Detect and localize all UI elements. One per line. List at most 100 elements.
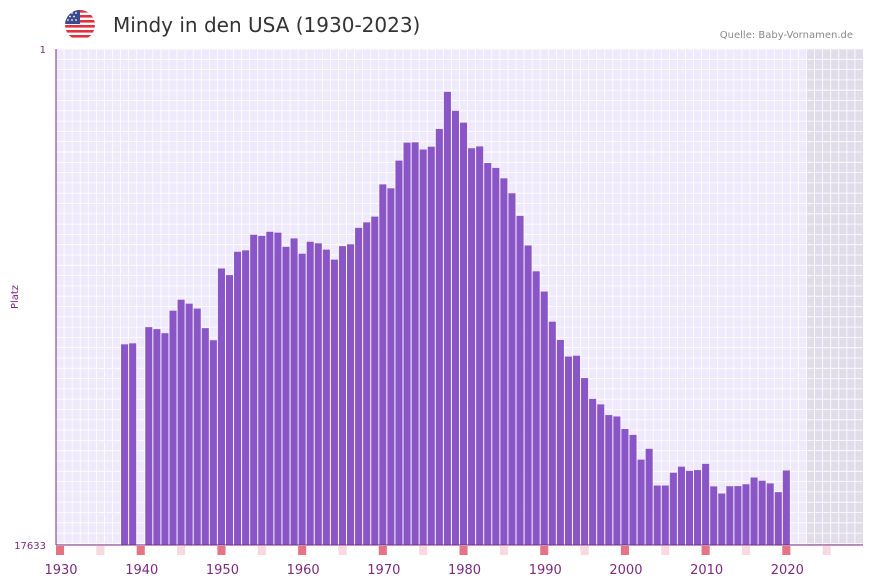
bar-2010 bbox=[702, 463, 710, 545]
bar-2017 bbox=[758, 480, 766, 545]
bar-1942 bbox=[153, 329, 161, 545]
bar-1939 bbox=[129, 343, 137, 545]
bar-1957 bbox=[274, 232, 282, 545]
bar-1958 bbox=[282, 246, 290, 545]
bar-1954 bbox=[250, 234, 258, 545]
bar-2003 bbox=[645, 448, 653, 545]
bar-1971 bbox=[387, 188, 395, 545]
bar-1974 bbox=[411, 142, 419, 545]
x-tick-label-1980: 1980 bbox=[448, 563, 481, 578]
marker-1930 bbox=[56, 546, 65, 555]
bar-1976 bbox=[427, 146, 435, 545]
bar-1992 bbox=[556, 339, 564, 545]
bar-1982 bbox=[476, 146, 484, 546]
bar-1972 bbox=[395, 160, 403, 545]
bar-1995 bbox=[581, 378, 589, 545]
bar-1946 bbox=[185, 303, 193, 545]
us-flag-icon bbox=[65, 10, 95, 40]
bar-2009 bbox=[694, 470, 702, 545]
bar-1984 bbox=[492, 167, 500, 546]
bar-1997 bbox=[597, 404, 605, 545]
x-tick-labels: 1930 1940 1950 1960 1970 1980 1990 2000 2010 2020 bbox=[44, 563, 803, 578]
bar-1947 bbox=[193, 308, 201, 545]
bar-1973 bbox=[403, 142, 411, 545]
bar-1978 bbox=[443, 91, 451, 545]
x-tick-label-2020: 2020 bbox=[771, 563, 804, 578]
marker-1995 bbox=[580, 546, 589, 555]
bar-1985 bbox=[500, 178, 508, 545]
marker-1980 bbox=[459, 546, 468, 555]
bar-1996 bbox=[589, 398, 597, 545]
bar-1953 bbox=[242, 250, 250, 545]
bar-1963 bbox=[322, 249, 330, 546]
bar-2014 bbox=[734, 486, 742, 545]
bar-2001 bbox=[629, 434, 637, 545]
bar-1987 bbox=[516, 215, 524, 545]
marker-2015 bbox=[741, 546, 751, 555]
bar-2004 bbox=[653, 485, 661, 545]
bar-1955 bbox=[258, 235, 266, 545]
marker-1970 bbox=[378, 546, 387, 555]
marker-1940 bbox=[136, 546, 145, 555]
bar-1986 bbox=[508, 193, 516, 545]
bar-1975 bbox=[419, 149, 427, 545]
marker-1960 bbox=[298, 546, 307, 555]
x-tick-label-1970: 1970 bbox=[367, 563, 400, 578]
bar-2005 bbox=[661, 485, 669, 545]
grid-lines bbox=[55, 48, 863, 545]
bar-1949 bbox=[209, 340, 217, 545]
bar-2012 bbox=[718, 493, 726, 545]
bar-1956 bbox=[266, 231, 274, 546]
bar-2020 bbox=[782, 470, 790, 545]
bar-1968 bbox=[363, 222, 371, 545]
y-axis-label: Platz bbox=[10, 285, 21, 309]
bar-1991 bbox=[548, 321, 556, 545]
bar-1999 bbox=[613, 416, 621, 545]
x-tick-label-1930: 1930 bbox=[44, 563, 77, 578]
bar-1977 bbox=[435, 128, 443, 545]
bar-1965 bbox=[338, 246, 347, 545]
bar-1961 bbox=[306, 241, 314, 546]
bar-1966 bbox=[347, 244, 355, 545]
marker-2005 bbox=[661, 546, 670, 555]
bar-1989 bbox=[532, 271, 540, 545]
bar-1979 bbox=[451, 110, 459, 546]
bar-2013 bbox=[726, 486, 734, 545]
marker-2025 bbox=[822, 546, 831, 555]
bar-1952 bbox=[234, 251, 242, 546]
bar-1943 bbox=[161, 333, 169, 545]
marker-1945 bbox=[177, 546, 186, 555]
x-tick-label-1990: 1990 bbox=[529, 563, 562, 578]
marker-1955 bbox=[257, 546, 266, 555]
bar-2016 bbox=[750, 477, 758, 545]
no-data-region bbox=[806, 49, 863, 545]
bar-1945 bbox=[177, 299, 185, 545]
x-tick-label-2010: 2010 bbox=[690, 563, 723, 578]
bar-1988 bbox=[524, 245, 532, 546]
bar-1967 bbox=[355, 227, 363, 546]
bar-1993 bbox=[564, 356, 572, 545]
bar-1948 bbox=[201, 328, 209, 545]
bar-2008 bbox=[685, 470, 694, 545]
decade-markers bbox=[56, 546, 831, 555]
bar-2019 bbox=[774, 492, 782, 545]
bar-1994 bbox=[572, 355, 581, 545]
bar-1969 bbox=[371, 216, 379, 545]
bar-series bbox=[121, 91, 790, 546]
x-tick-label-1950: 1950 bbox=[206, 563, 239, 578]
bar-1980 bbox=[460, 122, 468, 546]
bar-1941 bbox=[145, 327, 153, 545]
marker-1990 bbox=[540, 546, 549, 555]
x-tick-label-2000: 2000 bbox=[609, 563, 642, 578]
x-tick-label-1940: 1940 bbox=[125, 563, 158, 578]
bar-1990 bbox=[540, 291, 548, 545]
bar-2006 bbox=[669, 472, 677, 545]
bar-1951 bbox=[225, 275, 234, 545]
y-tick-label-top: 1 bbox=[40, 45, 46, 56]
bar-1970 bbox=[379, 184, 387, 545]
bar-1944 bbox=[169, 310, 177, 545]
bar-1981 bbox=[468, 148, 476, 546]
bar-2000 bbox=[621, 428, 629, 545]
bar-1998 bbox=[605, 415, 613, 545]
